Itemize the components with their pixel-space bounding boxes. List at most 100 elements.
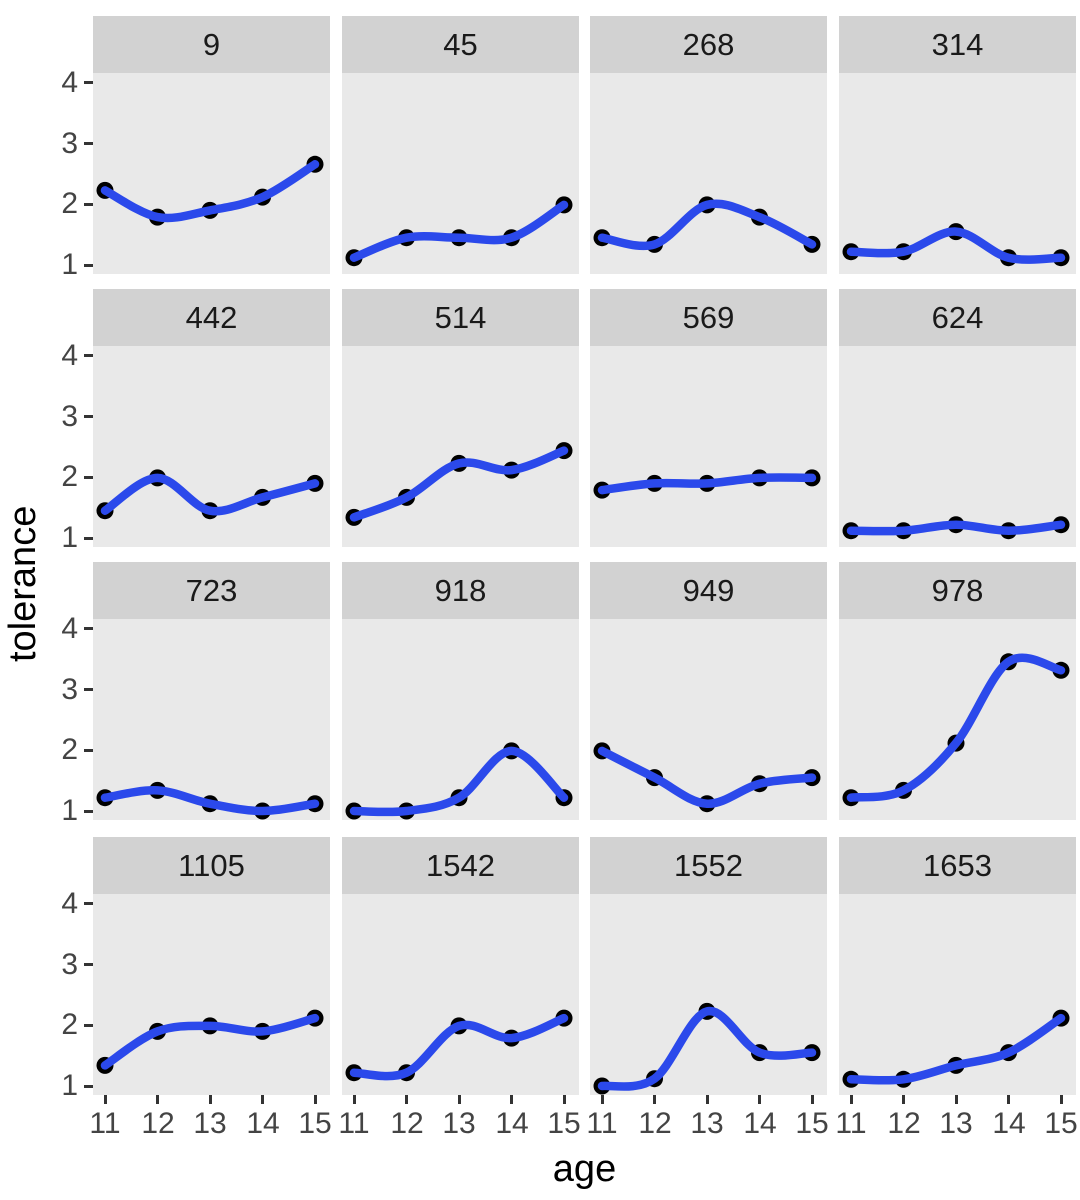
y-tick-mark bbox=[84, 264, 93, 267]
facet-strip-label: 268 bbox=[682, 27, 735, 62]
facet-strip: 1105 bbox=[93, 837, 330, 894]
y-tick-label: 3 bbox=[61, 673, 78, 706]
x-tick-mark bbox=[653, 1095, 656, 1104]
x-tick-label: 12 bbox=[141, 1107, 175, 1140]
facet-strip-label: 1105 bbox=[178, 848, 245, 883]
facet-strip: 569 bbox=[590, 289, 827, 346]
x-tick-label: 14 bbox=[992, 1107, 1026, 1140]
x-tick-mark bbox=[209, 1095, 212, 1104]
facet-strip-label: 949 bbox=[682, 573, 735, 608]
y-tick-label: 2 bbox=[61, 1008, 78, 1041]
x-tick-mark bbox=[510, 1095, 513, 1104]
x-tick-mark bbox=[758, 1095, 761, 1104]
facet-strip-label: 314 bbox=[931, 27, 984, 62]
smooth-line bbox=[100, 1013, 320, 1070]
facet-strip: 442 bbox=[93, 289, 330, 346]
facet-strip-label: 624 bbox=[931, 300, 984, 335]
y-tick-mark bbox=[84, 203, 93, 206]
y-tick-label: 2 bbox=[61, 460, 78, 493]
y-tick-mark bbox=[84, 537, 93, 540]
x-tick-mark bbox=[458, 1095, 461, 1104]
y-tick-label: 1 bbox=[61, 248, 78, 281]
facet-strip: 9 bbox=[93, 16, 330, 73]
y-tick-label: 4 bbox=[61, 612, 78, 645]
y-tick-mark bbox=[84, 963, 93, 966]
y-tick-label: 3 bbox=[61, 127, 78, 160]
x-tick-label: 15 bbox=[795, 1107, 829, 1140]
facet-strip: 624 bbox=[839, 289, 1076, 346]
facet-strip-label: 442 bbox=[185, 300, 238, 335]
y-tick-label: 4 bbox=[61, 887, 78, 920]
facet-panel bbox=[93, 619, 330, 820]
y-tick-mark bbox=[84, 688, 93, 691]
facet-strip-label: 1542 bbox=[426, 848, 495, 883]
x-tick-label: 14 bbox=[246, 1107, 280, 1140]
facet-panel bbox=[839, 73, 1076, 274]
x-tick-mark bbox=[1007, 1095, 1010, 1104]
smooth-line bbox=[100, 473, 320, 516]
y-tick-mark bbox=[84, 415, 93, 418]
y-tick-mark bbox=[84, 749, 93, 752]
smooth-line bbox=[100, 160, 320, 223]
x-tick-label: 13 bbox=[442, 1107, 476, 1140]
facet-panel bbox=[590, 73, 827, 274]
x-tick-label: 11 bbox=[835, 1107, 867, 1140]
facet-strip-label: 1552 bbox=[674, 848, 743, 883]
x-tick-mark bbox=[261, 1095, 264, 1104]
facet-strip-label: 918 bbox=[434, 573, 487, 608]
x-tick-label: 13 bbox=[939, 1107, 973, 1140]
x-tick-mark bbox=[706, 1095, 709, 1104]
x-tick-label: 14 bbox=[495, 1107, 529, 1140]
y-tick-label: 3 bbox=[61, 400, 78, 433]
y-tick-label: 4 bbox=[61, 66, 78, 99]
smooth-line bbox=[846, 1013, 1066, 1085]
y-tick-mark bbox=[84, 1024, 93, 1027]
facet-strip-label: 723 bbox=[185, 573, 238, 608]
facet-strip-label: 978 bbox=[931, 573, 984, 608]
facet-strip: 918 bbox=[342, 562, 579, 619]
x-tick-mark bbox=[314, 1095, 317, 1104]
facet-panel bbox=[590, 619, 827, 820]
facet-strip: 1542 bbox=[342, 837, 579, 894]
y-tick-label: 3 bbox=[61, 948, 78, 981]
x-tick-label: 12 bbox=[887, 1107, 921, 1140]
x-tick-label: 12 bbox=[390, 1107, 424, 1140]
facet-panel bbox=[590, 346, 827, 547]
x-tick-mark bbox=[1060, 1095, 1063, 1104]
y-tick-mark bbox=[84, 142, 93, 145]
facet-panel bbox=[839, 619, 1076, 820]
smooth-line bbox=[846, 653, 1066, 802]
y-tick-mark bbox=[84, 354, 93, 357]
x-tick-label: 13 bbox=[690, 1107, 724, 1140]
x-tick-label: 15 bbox=[298, 1107, 332, 1140]
smooth-line bbox=[597, 473, 817, 495]
facet-strip-label: 9 bbox=[202, 27, 221, 62]
facet-strip: 949 bbox=[590, 562, 827, 619]
y-tick-label: 4 bbox=[61, 339, 78, 372]
x-tick-mark bbox=[811, 1095, 814, 1104]
facet-strip: 514 bbox=[342, 289, 579, 346]
smooth-line bbox=[597, 746, 817, 808]
y-tick-mark bbox=[84, 81, 93, 84]
y-tick-mark bbox=[84, 627, 93, 630]
y-tick-mark bbox=[84, 902, 93, 905]
y-tick-label: 1 bbox=[61, 794, 78, 827]
x-tick-label: 13 bbox=[193, 1107, 227, 1140]
facet-strip: 314 bbox=[839, 16, 1076, 73]
y-tick-label: 2 bbox=[61, 733, 78, 766]
facet-panel bbox=[839, 346, 1076, 547]
facet-strip: 978 bbox=[839, 562, 1076, 619]
facet-strip: 268 bbox=[590, 16, 827, 73]
y-tick-mark bbox=[84, 1085, 93, 1088]
x-tick-label: 11 bbox=[586, 1107, 618, 1140]
facet-strip-label: 45 bbox=[443, 27, 478, 62]
y-tick-mark bbox=[84, 476, 93, 479]
x-tick-mark bbox=[850, 1095, 853, 1104]
facet-panel bbox=[93, 894, 330, 1095]
smooth-line bbox=[349, 200, 569, 262]
x-tick-label: 11 bbox=[338, 1107, 370, 1140]
x-tick-label: 14 bbox=[743, 1107, 777, 1140]
y-tick-label: 2 bbox=[61, 187, 78, 220]
smooth-line bbox=[846, 520, 1066, 536]
